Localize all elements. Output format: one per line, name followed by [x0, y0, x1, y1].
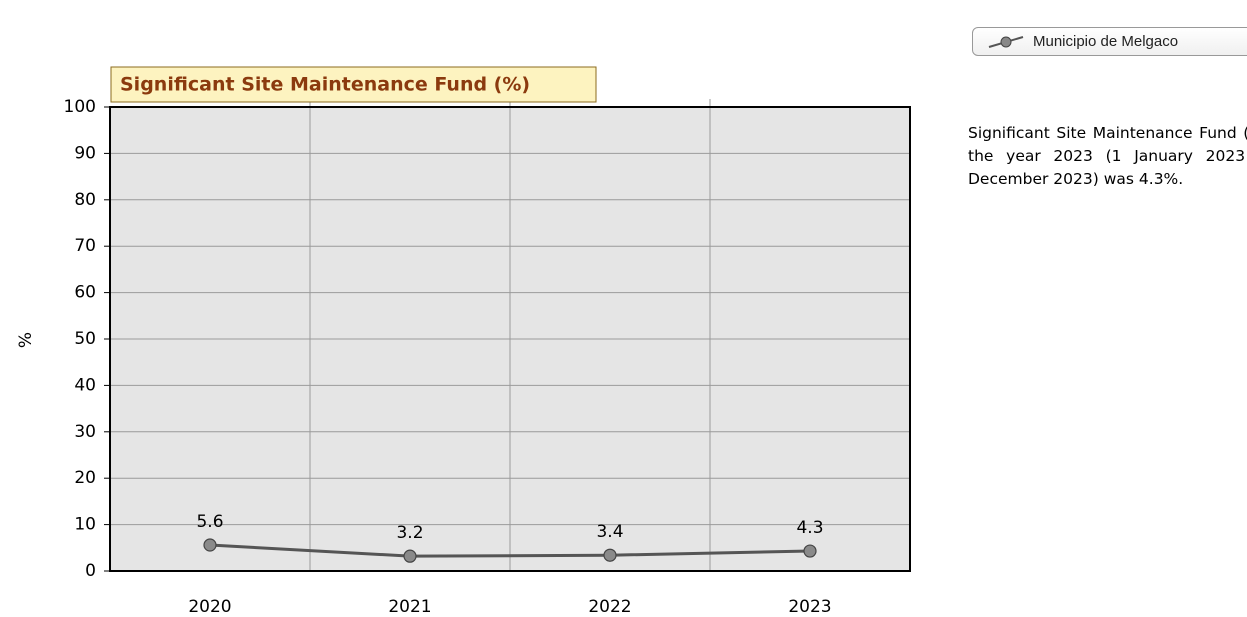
y-axis-label: %: [16, 332, 36, 348]
y-tick-label: 30: [74, 422, 96, 442]
y-tick-label: 50: [74, 329, 96, 349]
data-point: [403, 549, 417, 563]
data-label: 5.6: [196, 512, 223, 532]
data-label: 3.4: [596, 522, 623, 542]
data-point: [203, 538, 217, 552]
data-label: 3.2: [396, 523, 423, 543]
y-tick-label: 0: [85, 561, 96, 581]
y-tick-label: 90: [74, 143, 96, 163]
title-box: [110, 66, 597, 103]
legend-icon: [988, 36, 1024, 48]
chart: 5.6 3.2 3.4 4.3 Significant Site Maintenanc…: [16, 66, 911, 617]
x-tick-label: 2022: [588, 597, 631, 617]
description: Significant Site Maintenance Fund (%) fo…: [968, 124, 1247, 188]
x-tick-label: 2023: [788, 597, 831, 617]
legend-marker: [1000, 36, 1012, 48]
y-tick-label: 70: [74, 236, 96, 256]
marks: 5.6 3.2 3.4 4.3: [196, 512, 824, 563]
y-tick-label: 60: [74, 283, 96, 303]
data-point: [603, 548, 617, 562]
data-label: 4.3: [796, 518, 823, 538]
legend-label: Municipio de Melgaco: [1033, 33, 1179, 50]
data-point: [803, 544, 817, 558]
x-tick-label: 2021: [388, 597, 431, 617]
y-tick-label: 20: [74, 468, 96, 488]
y-tick-label: 80: [74, 190, 96, 210]
chart-title: Significant Site Maintenance Fund (%): [120, 74, 530, 96]
x-tick-label: 2020: [188, 597, 231, 617]
y-tick-label: 10: [74, 515, 96, 535]
series-line: [209, 543, 811, 558]
y-tick-label: 40: [74, 375, 96, 395]
legend[interactable]: Municipio de Melgaco: [972, 27, 1247, 56]
y-tick-label: 100: [64, 97, 96, 117]
